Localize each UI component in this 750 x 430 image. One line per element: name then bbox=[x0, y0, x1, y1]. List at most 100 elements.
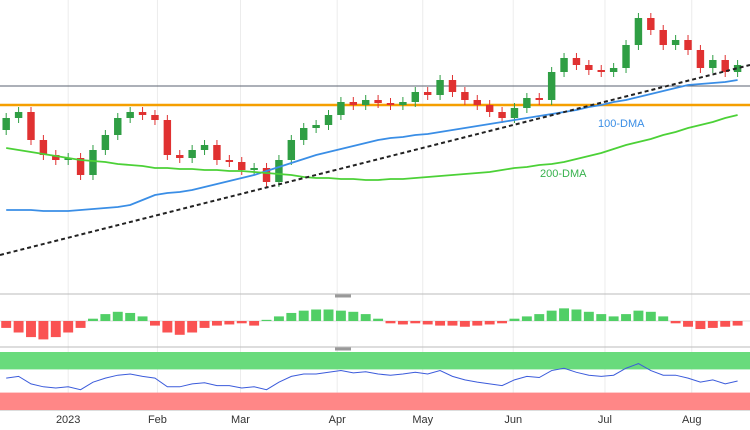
indicator-panels bbox=[0, 308, 750, 410]
candle-body bbox=[287, 140, 296, 160]
candle-body bbox=[64, 158, 72, 160]
macd-bar bbox=[695, 321, 706, 330]
macd-bar bbox=[125, 312, 136, 321]
candle-body bbox=[39, 140, 48, 155]
macd-bar bbox=[211, 321, 222, 326]
macd-bar bbox=[546, 310, 557, 321]
moving-average bbox=[6, 114, 738, 181]
candle-body bbox=[597, 70, 605, 72]
macd-bar bbox=[150, 321, 160, 326]
candle-body bbox=[374, 100, 382, 103]
macd-bar bbox=[410, 321, 421, 324]
x-tick-label: Aug bbox=[682, 414, 702, 426]
macd-bar bbox=[187, 321, 198, 333]
candle-body bbox=[262, 168, 271, 182]
macd-bar bbox=[707, 321, 718, 328]
candle-body bbox=[461, 92, 469, 100]
candle-body bbox=[585, 65, 593, 70]
candle-body bbox=[523, 98, 531, 108]
candle-body bbox=[659, 30, 667, 45]
macd-bar bbox=[633, 310, 644, 321]
macd-bar bbox=[521, 316, 532, 321]
candle-body bbox=[436, 80, 444, 95]
candle-body bbox=[622, 45, 630, 68]
macd-bar bbox=[323, 309, 334, 321]
macd-bar bbox=[621, 314, 631, 321]
macd-bar bbox=[174, 321, 185, 335]
macd-bar bbox=[100, 314, 111, 321]
candle-body bbox=[324, 115, 333, 125]
candle-body bbox=[485, 105, 494, 112]
macd-bar bbox=[311, 309, 322, 321]
macd-bar bbox=[683, 321, 693, 327]
candle-body bbox=[89, 150, 97, 175]
candle-body bbox=[76, 158, 85, 175]
macd-bar bbox=[249, 321, 260, 326]
macd-bar bbox=[484, 321, 495, 325]
candle-body bbox=[188, 150, 196, 158]
candle-body bbox=[200, 145, 209, 150]
candle-body bbox=[510, 108, 519, 118]
macd-bar bbox=[63, 321, 74, 333]
macd-bar bbox=[732, 321, 743, 326]
macd-bar bbox=[658, 316, 669, 321]
macd-bar bbox=[50, 321, 61, 338]
candle-body bbox=[547, 72, 556, 100]
candle-body bbox=[27, 112, 35, 140]
candle-body bbox=[560, 58, 568, 72]
candle-body bbox=[411, 92, 420, 102]
candle-body bbox=[101, 135, 110, 150]
ma-label: 100-DMA bbox=[598, 118, 645, 130]
macd-bar bbox=[583, 311, 594, 321]
macd-bar bbox=[559, 308, 570, 321]
macd-bar bbox=[162, 321, 173, 333]
candle-body bbox=[448, 80, 457, 92]
candle-body bbox=[337, 102, 345, 115]
macd-bar bbox=[645, 311, 656, 321]
macd-bar bbox=[373, 318, 384, 321]
macd-bar bbox=[435, 321, 446, 326]
trend-line bbox=[0, 64, 750, 256]
candle-body bbox=[52, 155, 60, 160]
candle-body bbox=[399, 102, 407, 105]
macd-bar bbox=[447, 321, 458, 326]
x-tick-label: Apr bbox=[329, 414, 346, 426]
candle-body bbox=[498, 112, 506, 118]
candle-body bbox=[684, 40, 692, 50]
candle-body bbox=[609, 68, 618, 72]
price-panel bbox=[0, 13, 750, 256]
x-tick-label: Mar bbox=[231, 414, 250, 426]
macd-bar bbox=[509, 318, 520, 321]
candle-body bbox=[151, 115, 159, 120]
candle-body bbox=[238, 162, 246, 170]
macd-bar bbox=[335, 310, 346, 321]
macd-bar bbox=[596, 314, 607, 321]
candle-body bbox=[176, 155, 184, 158]
macd-bar bbox=[1, 321, 12, 328]
candle-body bbox=[535, 98, 543, 100]
x-tick-label: 2023 bbox=[56, 414, 80, 426]
candle-body bbox=[300, 128, 308, 140]
candle-body bbox=[671, 40, 680, 45]
candle-body bbox=[250, 168, 258, 170]
macd-bar bbox=[137, 316, 148, 321]
macd-bar bbox=[199, 321, 210, 328]
macd-bar bbox=[224, 321, 235, 325]
x-tick-label: May bbox=[412, 414, 433, 426]
rsi-line bbox=[6, 363, 738, 391]
macd-bar bbox=[26, 321, 36, 338]
candle-body bbox=[275, 160, 283, 182]
candle-body bbox=[733, 65, 742, 72]
macd-bar bbox=[75, 321, 86, 328]
x-tick-label: Jul bbox=[598, 414, 612, 426]
candle-body bbox=[349, 102, 358, 105]
candle-body bbox=[225, 160, 234, 162]
macd-bar bbox=[720, 321, 731, 327]
macd-bar bbox=[459, 321, 470, 327]
macd-bar bbox=[286, 312, 297, 321]
macd-bar bbox=[608, 316, 619, 321]
candle-body bbox=[312, 125, 320, 128]
macd-bar bbox=[422, 321, 433, 325]
candle-body bbox=[696, 50, 705, 68]
